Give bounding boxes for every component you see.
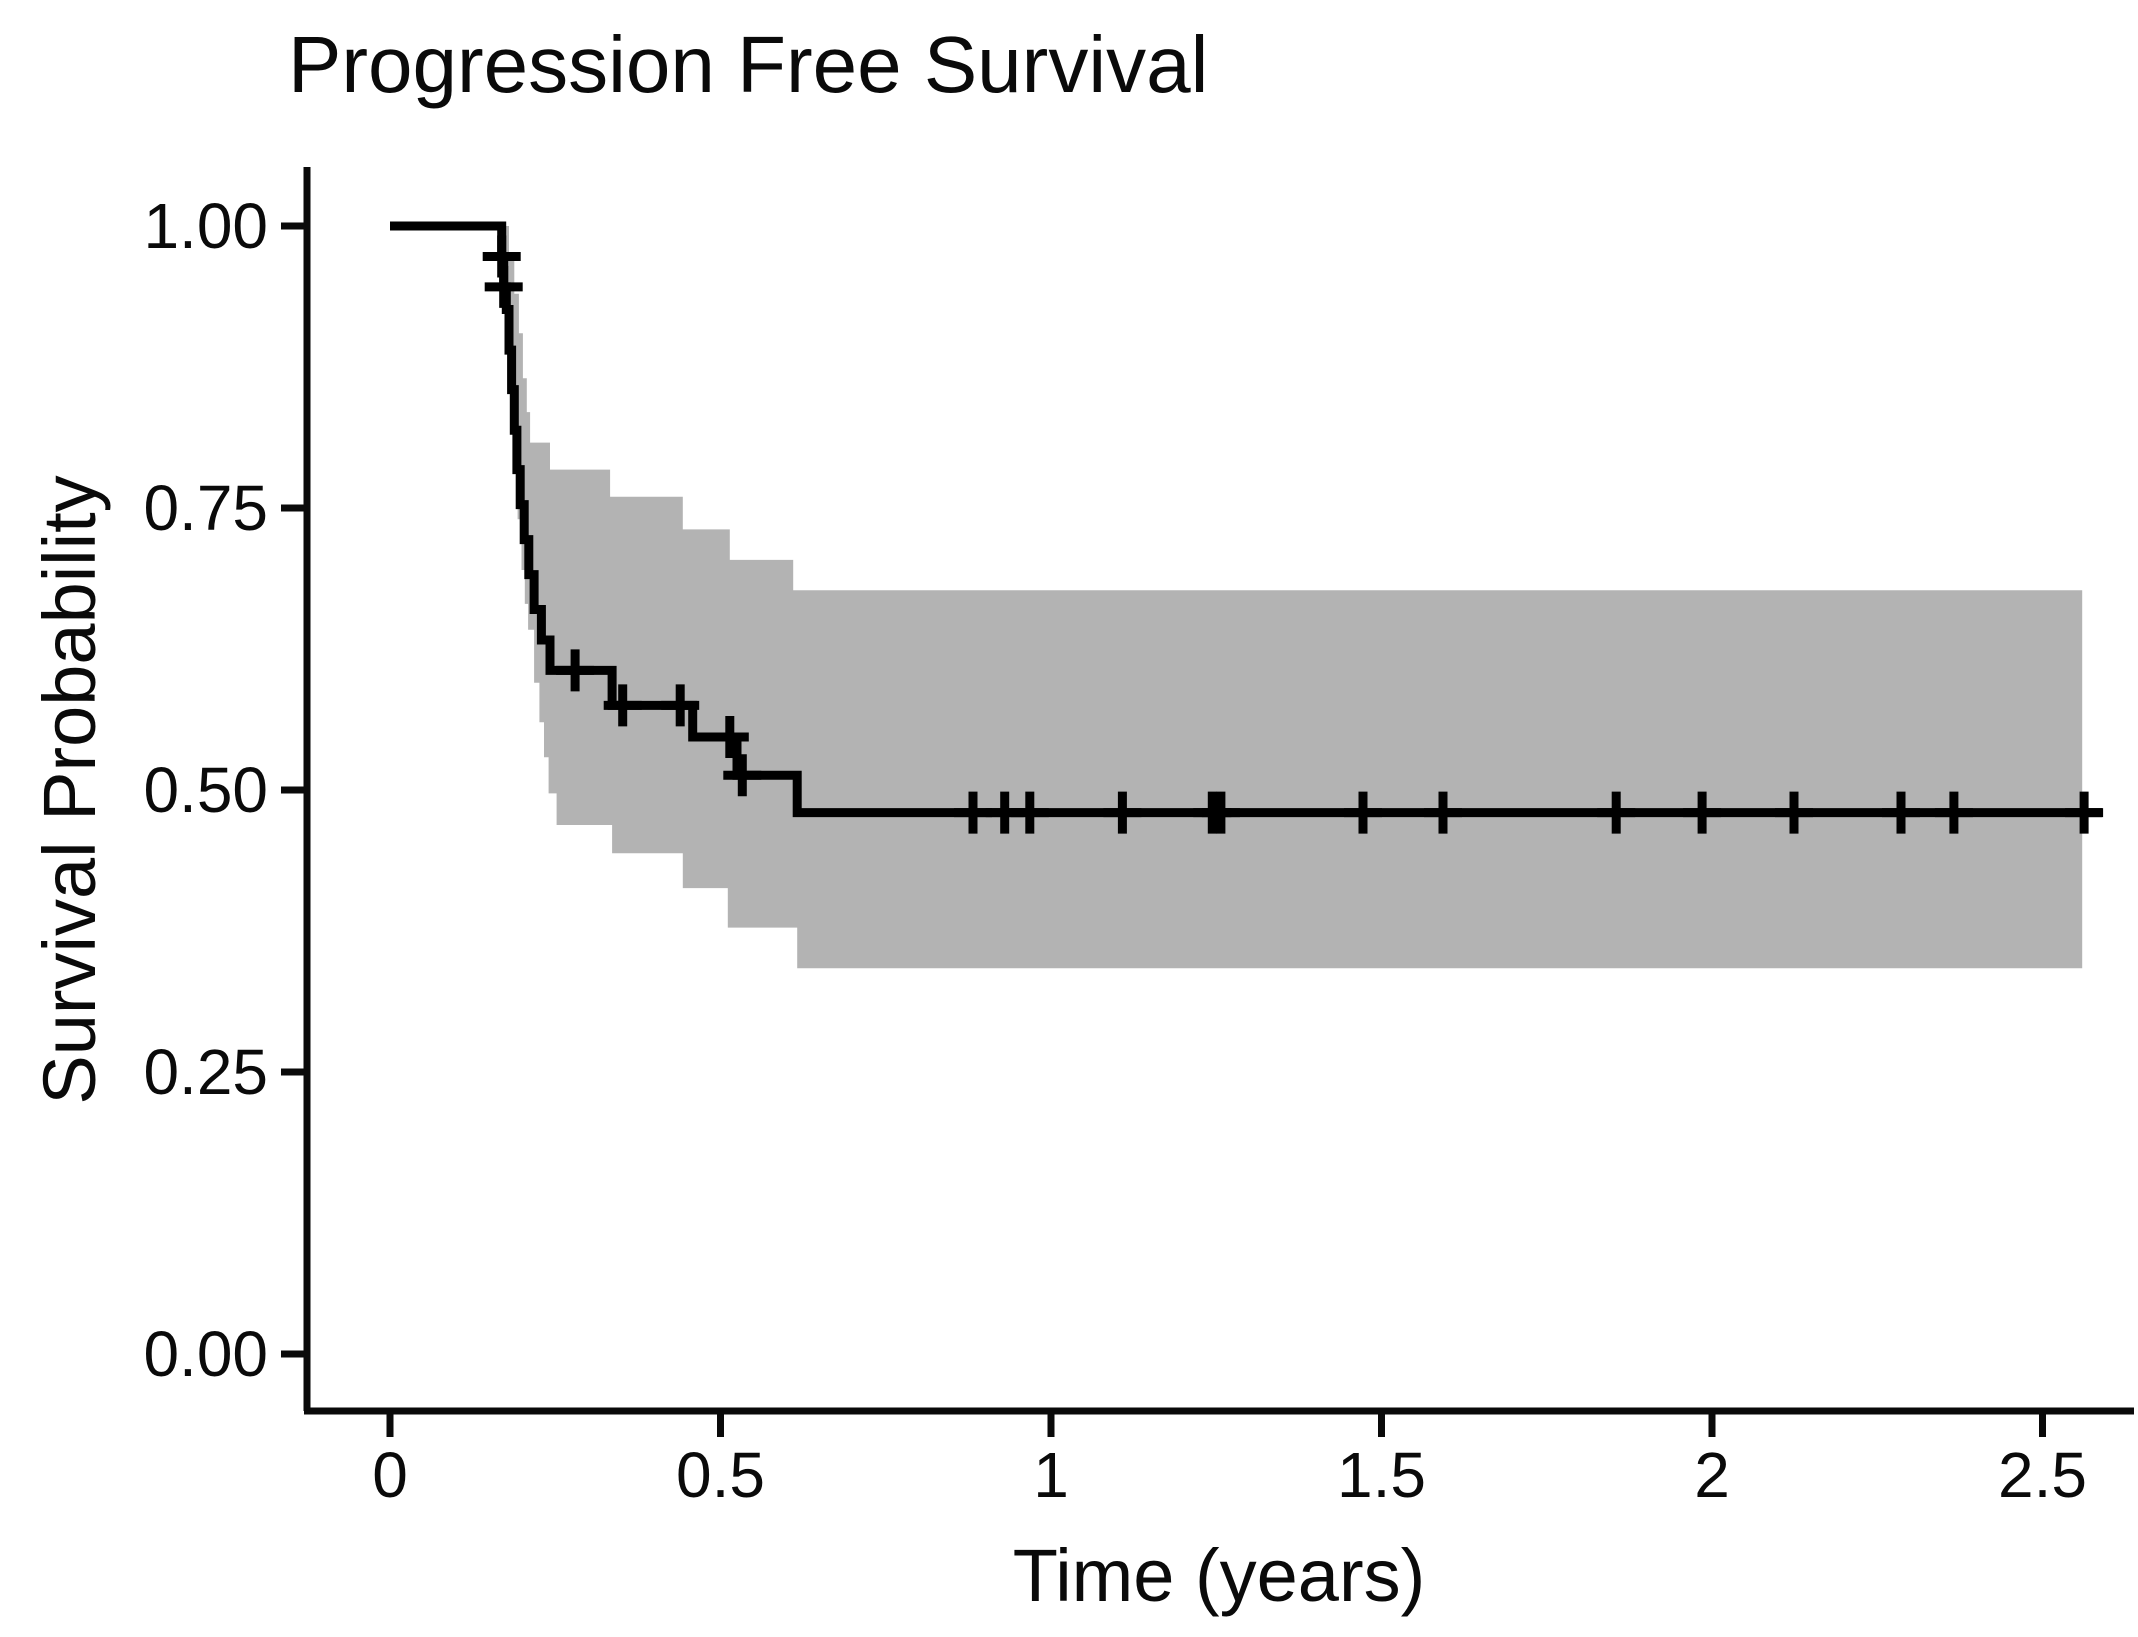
censor-mark [603, 684, 642, 727]
censor-mark [2065, 791, 2104, 834]
y-tick-label: 1.00 [143, 190, 268, 262]
censor-mark [1775, 791, 1813, 834]
censor-mark [1683, 791, 1722, 834]
x-axis-ticks: 0 0.5 1 1.5 2 2.5 [372, 1411, 2087, 1511]
chart-title: Progression Free Survival [288, 20, 1208, 109]
y-axis-title: Survival Probability [28, 475, 111, 1104]
censor-mark [1201, 791, 1240, 834]
x-tick-label: 1 [1033, 1439, 1069, 1511]
censor-mark [556, 649, 595, 692]
censor-mark [710, 716, 749, 758]
censor-mark [661, 684, 700, 727]
censor-mark [954, 791, 992, 834]
confidence-interval-band [501, 226, 2083, 969]
censor-mark [484, 265, 523, 308]
y-axis-ticks: 1.00 0.75 0.50 0.25 0.00 [143, 190, 307, 1390]
censor-mark [1424, 791, 1462, 834]
x-tick-label: 1.5 [1337, 1439, 1426, 1511]
y-tick-label: 0.00 [143, 1318, 268, 1390]
censor-mark [1010, 791, 1049, 834]
censor-mark [1597, 791, 1636, 834]
censor-mark [723, 754, 762, 797]
x-axis-title: Time (years) [1013, 1534, 1426, 1617]
x-tick-label: 2.5 [1998, 1439, 2087, 1511]
censor-mark [1103, 791, 1142, 834]
y-tick-label: 0.50 [143, 754, 268, 826]
y-tick-label: 0.75 [143, 472, 268, 544]
x-tick-label: 0.5 [676, 1439, 765, 1511]
censor-marks [482, 235, 2104, 834]
censor-mark [1344, 791, 1382, 834]
censor-mark [1934, 791, 1973, 834]
censor-mark [1882, 791, 1920, 834]
x-tick-label: 0 [372, 1439, 408, 1511]
y-tick-label: 0.25 [143, 1036, 268, 1108]
x-tick-label: 2 [1694, 1439, 1730, 1511]
